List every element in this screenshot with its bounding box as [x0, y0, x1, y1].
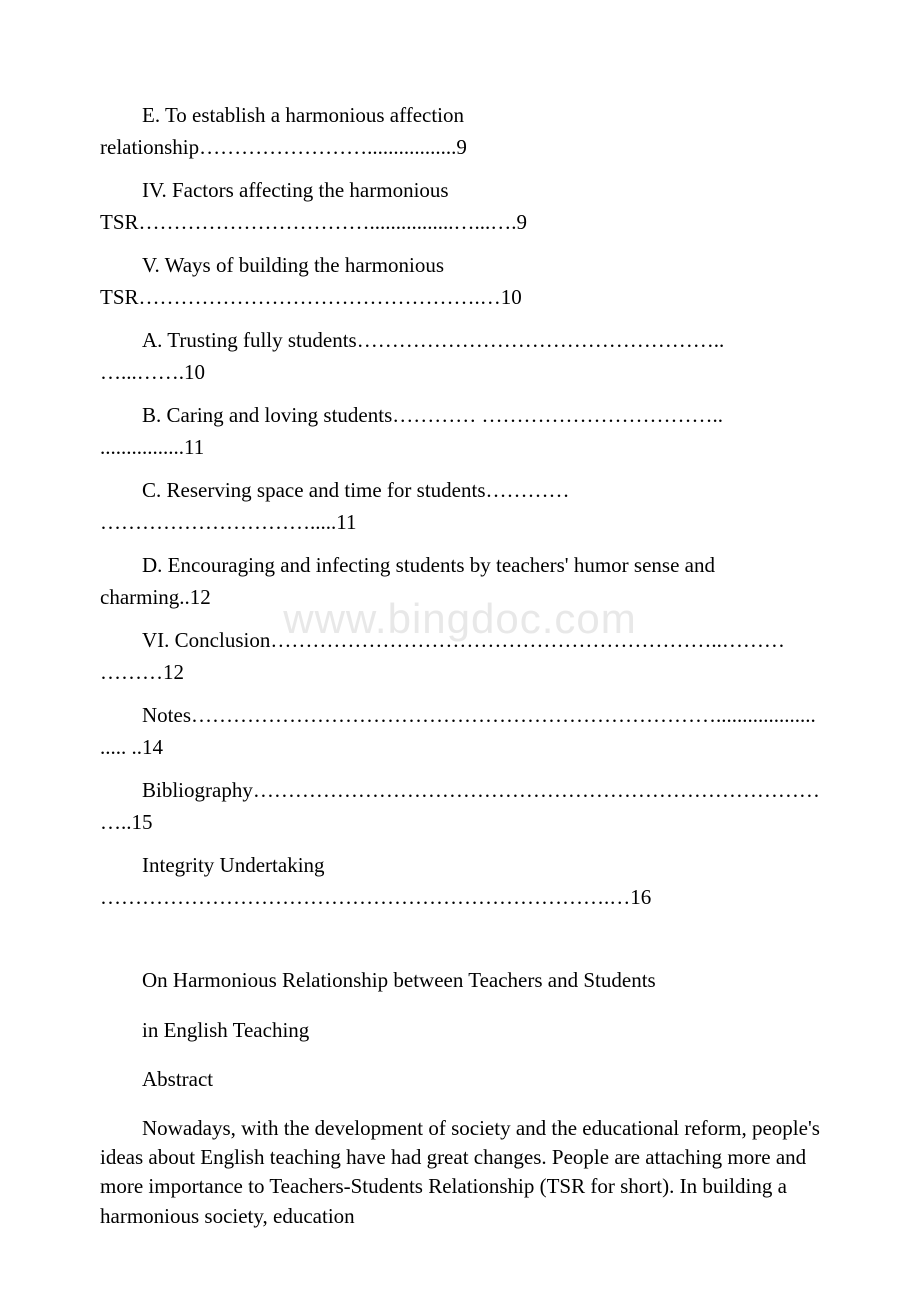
toc-entry-v: V. Ways of building the harmonious TSR……… — [100, 250, 820, 313]
toc-entry-d: D. Encouraging and infecting students by… — [100, 550, 820, 613]
paper-title: On Harmonious Relationship between Teach… — [100, 965, 820, 997]
toc-entry-iv: IV. Factors affecting the harmonious TSR… — [100, 175, 820, 238]
section-gap — [100, 925, 820, 965]
toc-entry-integrity: Integrity Undertaking ………………………………………………… — [100, 850, 820, 913]
toc-entry-e: E. To establish a harmonious affection r… — [100, 100, 820, 163]
abstract-heading: Abstract — [100, 1064, 820, 1096]
toc-entry-bibliography: Bibliography…………………………………………………………………………… — [100, 775, 820, 838]
toc-entry-vi: VI. Conclusion………………………………………………………..………… — [100, 625, 820, 688]
paper-subtitle: in English Teaching — [100, 1015, 820, 1047]
toc-entry-notes: Notes…………………………………………………………………..........… — [100, 700, 820, 763]
toc-entry-b: B. Caring and loving students………… ………………… — [100, 400, 820, 463]
toc-entry-c: C. Reserving space and time for students… — [100, 475, 820, 538]
abstract-body: Nowadays, with the development of societ… — [100, 1114, 820, 1232]
toc-entry-a: A. Trusting fully students……………………………………… — [100, 325, 820, 388]
page-content: E. To establish a harmonious affection r… — [100, 100, 820, 1231]
